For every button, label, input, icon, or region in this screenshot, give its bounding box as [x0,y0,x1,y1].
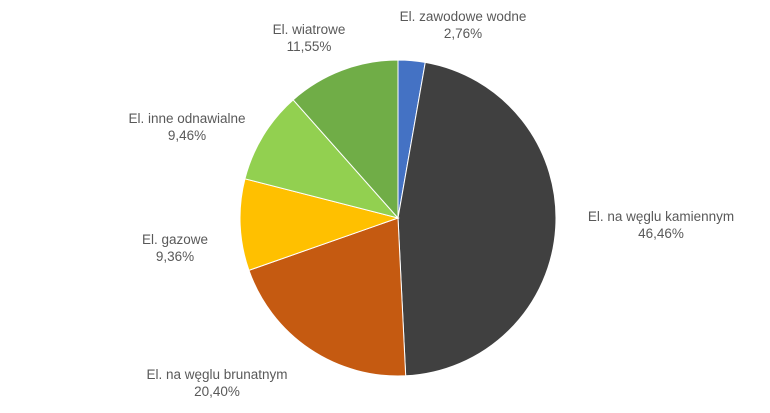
data-label-5: El. wiatrowe 11,55% [273,22,346,54]
slice-name-label: El. inne odnawialne [128,111,245,126]
data-label-0: El. zawodowe wodne 2,76% [400,9,527,41]
slice-value-label: 11,55% [287,39,332,54]
slice-name-label: El. na węglu kamiennym [588,209,734,224]
slice-value-label: 9,46% [168,128,206,143]
slice-value-label: 20,40% [194,384,240,399]
pie-slice-5 [292,59,399,220]
slice-name-label: El. zawodowe wodne [400,9,527,24]
slice-name-label: El. gazowe [142,232,208,247]
data-label-3: El. gazowe 9,36% [142,232,208,264]
slice-value-label: 46,46% [638,226,684,241]
pie-slice-4 [244,99,400,219]
slice-name-label: El. wiatrowe [273,22,346,37]
pie-slice-3 [239,178,400,271]
slice-name-label: El. na węglu brunatnym [146,367,287,382]
pie-slice-2 [248,217,407,377]
data-label-4: El. inne odnawialne 9,46% [128,111,245,143]
data-label-1: El. na węglu kamiennym 46,46% [588,209,734,241]
pie-slice-1 [397,61,557,377]
slice-value-label: 9,36% [156,249,194,264]
data-label-2: El. na węglu brunatnym 20,40% [146,367,287,399]
slice-value-label: 2,76% [444,26,482,41]
